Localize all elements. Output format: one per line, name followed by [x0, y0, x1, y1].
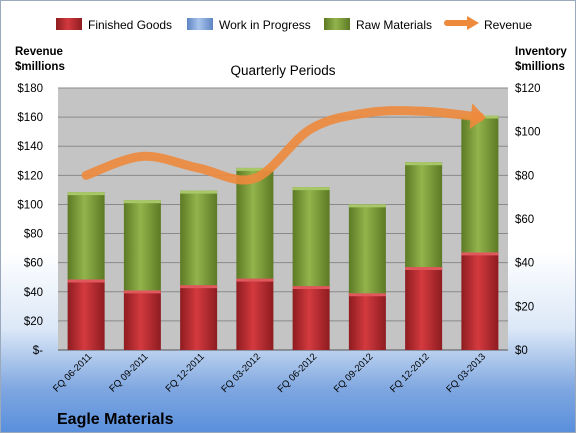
bar-top-highlight — [236, 278, 274, 282]
bar-raw-materials — [123, 200, 161, 291]
left-axis-title-line1: Revenue — [15, 46, 63, 58]
right-axis-title-line2: $millions — [515, 61, 565, 73]
legend-label-work-in-progress: Work in Progress — [219, 18, 311, 32]
bar-top-highlight — [348, 204, 386, 208]
legend: Finished Goods Work in Progress Raw Mate… — [56, 16, 532, 32]
right-tick-label: $120 — [515, 83, 541, 95]
bar-top-highlight — [348, 293, 386, 297]
x-tick-label: FQ 09-2011 — [107, 351, 150, 394]
chart-subtitle: Quarterly Periods — [230, 63, 335, 78]
legend-label-raw-materials: Raw Materials — [356, 18, 432, 32]
bar-top-highlight — [180, 190, 218, 194]
left-axis-ticks: $- $20 $40 $60 $80 $100 $120 $140 $160 $180 — [17, 83, 43, 357]
revenue-line-group — [81, 103, 486, 185]
x-axis-ticks: FQ 06-2011 FQ 09-2011 FQ 12-2011 FQ 03-2012… — [51, 351, 488, 395]
revenue-arrowhead — [469, 103, 486, 130]
bar-raw-materials — [292, 187, 330, 287]
bar-top-highlight — [292, 187, 330, 191]
left-tick-label: $120 — [17, 170, 43, 182]
bar-finished-goods — [292, 286, 330, 350]
legend-arrow-revenue — [467, 16, 479, 30]
bar-top-highlight — [180, 285, 218, 289]
legend-swatch-work-in-progress — [187, 18, 213, 30]
x-tick-label: FQ 06-2012 — [276, 351, 320, 395]
bar-finished-goods — [67, 279, 105, 350]
x-tick-label: FQ 09-2012 — [332, 351, 376, 395]
left-tick-label: $180 — [17, 83, 43, 95]
x-tick-label: FQ 12-2011 — [164, 351, 207, 394]
right-tick-label: $80 — [515, 170, 534, 182]
x-tick-label: FQ 06-2011 — [51, 351, 94, 394]
legend-label-finished-goods: Finished Goods — [88, 18, 172, 32]
right-axis-title-line1: Inventory — [515, 46, 567, 58]
legend-swatch-finished-goods — [56, 18, 82, 30]
left-tick-label: $60 — [24, 258, 43, 270]
bar-finished-goods — [236, 278, 274, 350]
bar-raw-materials — [67, 192, 105, 280]
x-tick-label: FQ 03-2013 — [444, 351, 488, 395]
left-tick-label: $100 — [17, 199, 43, 211]
right-axis-ticks: $0 $20 $40 $60 $80 $100 $120 — [515, 83, 541, 357]
bar-raw-materials — [461, 115, 499, 253]
bar-finished-goods — [180, 285, 218, 350]
right-tick-label: $40 — [515, 258, 534, 270]
bar-top-highlight — [405, 162, 443, 166]
bar-raw-materials — [348, 204, 386, 294]
bar-top-highlight — [292, 286, 330, 290]
bar-top-highlight — [123, 290, 161, 294]
bar-raw-materials — [180, 190, 218, 286]
left-tick-label: $40 — [24, 287, 43, 299]
left-tick-label: $80 — [24, 229, 43, 241]
bar-raw-materials — [236, 167, 274, 279]
right-tick-label: $20 — [515, 301, 534, 313]
x-tick-label: FQ 12-2012 — [388, 351, 432, 395]
legend-swatch-raw-materials — [324, 18, 350, 30]
bar-finished-goods — [123, 290, 161, 350]
left-tick-label: $20 — [24, 316, 43, 328]
x-tick-label: FQ 03-2012 — [219, 351, 263, 395]
bar-top-highlight — [67, 192, 105, 196]
right-tick-label: $0 — [515, 345, 528, 357]
bar-top-highlight — [67, 279, 105, 283]
left-tick-label: $160 — [17, 112, 43, 124]
legend-label-revenue: Revenue — [484, 18, 532, 32]
right-tick-label: $60 — [515, 214, 534, 226]
bar-finished-goods — [348, 293, 386, 350]
bar-top-highlight — [405, 267, 443, 271]
right-tick-label: $100 — [515, 127, 541, 139]
bar-top-highlight — [123, 200, 161, 204]
left-tick-label: $- — [33, 345, 43, 357]
bar-raw-materials — [405, 162, 443, 268]
bars — [67, 115, 499, 350]
left-axis-title-line2: $millions — [15, 61, 65, 73]
bar-finished-goods — [405, 267, 443, 350]
bar-top-highlight — [461, 252, 499, 256]
revenue-line — [81, 106, 485, 185]
company-name: Eagle Materials — [57, 411, 174, 428]
bar-top-highlight — [236, 167, 274, 171]
left-tick-label: $140 — [17, 141, 43, 153]
bar-finished-goods — [461, 252, 499, 350]
